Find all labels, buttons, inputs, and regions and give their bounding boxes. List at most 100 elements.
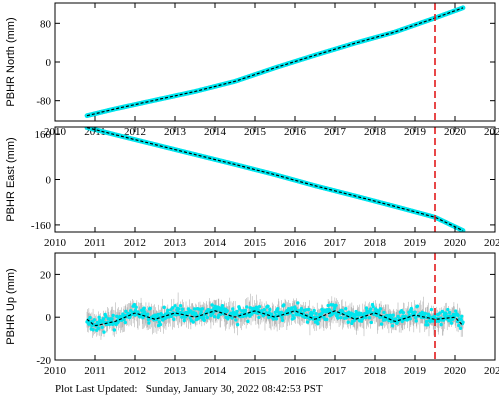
data-point: [122, 317, 126, 322]
y-tick-label: -20: [36, 355, 51, 367]
data-point: [147, 321, 151, 325]
x-tick-label: 2011: [84, 365, 106, 377]
x-tick-label: 2019: [404, 365, 427, 377]
data-point: [367, 315, 372, 320]
data-point: [282, 303, 286, 307]
x-tick-label: 2013: [164, 237, 187, 249]
data-point: [292, 316, 296, 320]
data-point: [91, 328, 95, 332]
data-point: [237, 307, 242, 311]
data-point: [116, 319, 121, 323]
data-point: [162, 305, 166, 310]
x-tick-label: 2011: [84, 237, 106, 249]
data-point: [211, 310, 216, 314]
data-point: [276, 306, 280, 311]
x-tick-label: 2014: [204, 365, 227, 377]
data-point: [257, 305, 262, 309]
data-point: [447, 310, 452, 315]
data-points-north: [84, 5, 466, 119]
data-point: [205, 315, 209, 320]
model-line-north: [86, 7, 464, 117]
plot-frame-up: [54, 252, 496, 361]
data-point: [92, 318, 96, 322]
data-point: [415, 304, 420, 308]
data-point: [455, 319, 460, 324]
data-point: [126, 311, 131, 316]
data-point: [246, 319, 250, 324]
data-point: [110, 317, 114, 321]
x-tick-label: 2021: [484, 126, 499, 138]
data-point: [441, 318, 446, 322]
data-point: [279, 310, 284, 314]
y-tick-label: 20: [40, 269, 52, 281]
data-point: [280, 318, 285, 323]
panel-up: 2010 2011 2012 2013 2014 2015 2016 2017 2018 2019…: [5, 252, 499, 377]
data-point: [316, 322, 320, 326]
data-point: [210, 303, 214, 307]
data-point: [132, 302, 137, 307]
data-point: [460, 314, 464, 318]
x-tick-label: 2018: [364, 365, 387, 377]
data-point: [420, 310, 425, 315]
data-point: [241, 314, 245, 319]
footer-label: Plot Last Updated:: [55, 383, 138, 395]
data-point: [438, 311, 442, 315]
data-point: [107, 322, 112, 327]
data-point: [339, 315, 343, 320]
y-axis-title-east: PBHR East (mm): [5, 137, 17, 221]
x-tick-label: 2020: [444, 365, 467, 377]
data-point: [97, 315, 101, 319]
footer-note: Plot Last Updated: Sunday, January 30, 2…: [55, 383, 323, 395]
data-point: [157, 320, 161, 324]
data-point: [293, 306, 298, 311]
data-point: [408, 317, 412, 321]
data-point: [230, 316, 234, 320]
x-tick-label: 2017: [324, 237, 347, 249]
y-tick-label: 0: [46, 57, 52, 69]
x-tick-label: 2018: [364, 237, 387, 249]
data-point: [156, 312, 160, 317]
data-point: [104, 314, 108, 319]
data-point: [369, 320, 373, 325]
data-point: [140, 312, 144, 316]
data-point: [317, 317, 321, 322]
data-point: [461, 320, 465, 324]
y-tick-label: 80: [40, 18, 52, 30]
x-tick-label: 2016: [284, 237, 307, 249]
data-point: [444, 311, 448, 316]
data-point: [359, 311, 363, 316]
x-tick-label: 2012: [124, 237, 146, 249]
x-tick-label: 2019: [404, 237, 427, 249]
data-point: [333, 311, 338, 315]
y-axis-title-north: PBHR North (mm): [5, 17, 17, 106]
data-point: [454, 309, 458, 313]
x-tick-label: 2020: [444, 237, 467, 249]
data-point: [148, 306, 152, 311]
data-point: [325, 317, 329, 322]
data-point: [191, 320, 196, 324]
footer-timestamp: Sunday, January 30, 2022 08:42:53 PST: [145, 383, 323, 395]
plot-area-east: [84, 127, 466, 232]
data-point: [364, 315, 368, 320]
data-point: [100, 325, 104, 329]
y-tick-label: -160: [31, 220, 52, 232]
y-tick-label: 0: [46, 312, 52, 324]
data-point: [192, 307, 197, 311]
x-tick-label: 2015: [244, 365, 267, 377]
data-point: [268, 307, 272, 312]
data-point: [102, 330, 106, 334]
data-point: [377, 309, 381, 314]
x-tick-label: 2014: [204, 237, 227, 249]
data-point: [220, 304, 225, 308]
data-point: [96, 326, 101, 330]
data-point: [257, 315, 261, 320]
data-point: [336, 316, 340, 320]
data-point: [134, 305, 138, 309]
data-point: [146, 312, 150, 316]
data-point: [200, 307, 205, 311]
data-point: [172, 317, 176, 321]
data-point: [101, 317, 106, 321]
data-point: [112, 328, 117, 332]
data-point: [250, 311, 254, 315]
